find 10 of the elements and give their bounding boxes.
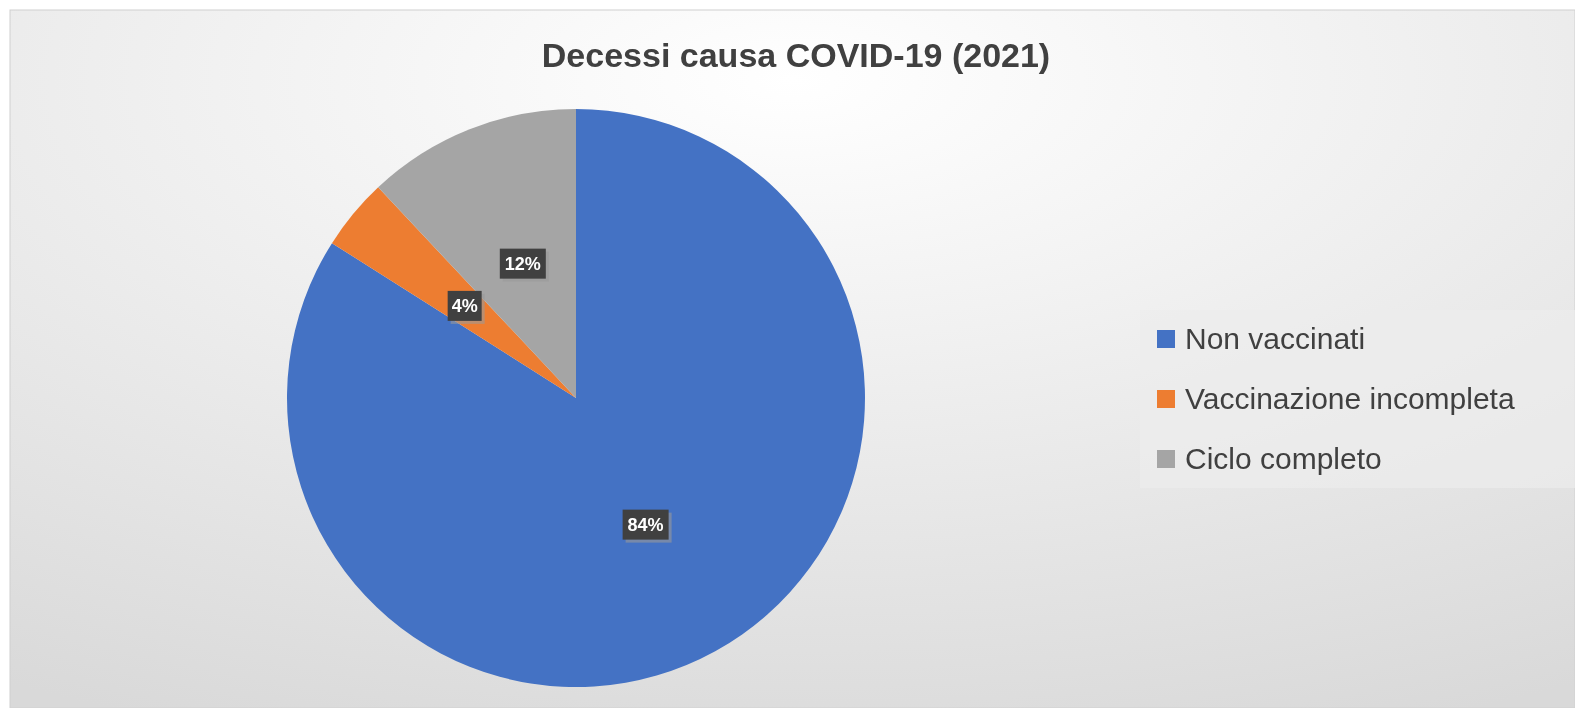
pie-slice [378,109,576,398]
data-label: 84% [627,514,664,535]
pie-slice [287,109,865,687]
data-label: 12% [504,253,541,274]
legend-label: Non vaccinati [1185,322,1366,355]
legend-label: Vaccinazione incompleta [1185,382,1515,415]
data-label: 4% [451,295,478,316]
pie-slice [331,187,576,398]
chart-title: Decessi causa COVID-19 (2021) [541,36,1051,74]
legend-label: Ciclo completo [1185,442,1382,475]
